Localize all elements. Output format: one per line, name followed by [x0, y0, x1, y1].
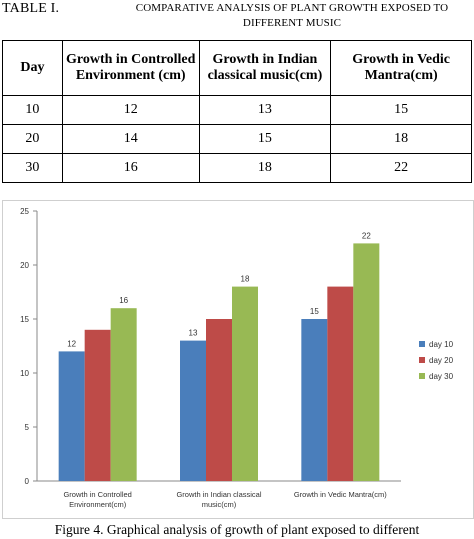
- y-tick-label: 25: [20, 207, 29, 216]
- header-controlled: Growth in Controlled Environment (cm): [61, 40, 200, 96]
- data-label: 15: [310, 307, 319, 316]
- table-cell: 13: [198, 95, 332, 125]
- bar: [58, 351, 85, 481]
- x-tick-label: Growth in Controlled: [63, 490, 131, 499]
- header-day: Day: [2, 40, 63, 96]
- table-caption: TABLE I. Comparative analysis of plant g…: [0, 0, 474, 38]
- table-cell: 18: [330, 124, 472, 154]
- legend-label: day 30: [429, 372, 454, 381]
- bar-chart: 0 5 10 15 20 25 12 13 15 16 18 22 Growth in Controll…: [20, 207, 454, 509]
- table-row: 10 12 13 15: [2, 95, 472, 125]
- legend-label: day 20: [429, 356, 454, 365]
- table-cell: 18: [198, 153, 332, 183]
- x-tick-label: music(cm): [202, 500, 237, 509]
- data-label: 12: [67, 339, 76, 348]
- table-cell: 10: [2, 95, 63, 125]
- data-label: 22: [362, 231, 371, 240]
- bar: [180, 340, 206, 481]
- data-label: 13: [189, 329, 198, 338]
- y-tick-label: 15: [20, 315, 29, 324]
- legend-swatch: [419, 341, 425, 347]
- table-cell: 12: [61, 95, 200, 125]
- header-indian-classical: Growth in Indian classical music(cm): [198, 40, 332, 96]
- table-label: TABLE I.: [2, 1, 60, 16]
- table-cell: 16: [61, 153, 200, 183]
- table-cell: 15: [330, 95, 472, 125]
- bar: [232, 286, 258, 481]
- bar: [301, 319, 328, 481]
- figure-caption: Figure 4. Graphical analysis of growth o…: [54, 522, 420, 537]
- bar: [327, 286, 354, 481]
- table-row: 20 14 15 18: [2, 124, 472, 154]
- table-cell: 15: [198, 124, 332, 154]
- bar: [110, 308, 137, 481]
- table-cell: 30: [2, 153, 63, 183]
- table-header-row: Day Growth in Controlled Environment (cm…: [2, 40, 472, 96]
- table-row: 30 16 18 22: [2, 153, 472, 183]
- bar: [353, 243, 380, 481]
- y-tick-label: 0: [25, 477, 30, 486]
- table-cell: 22: [330, 153, 472, 183]
- chart-frame: 0 5 10 15 20 25 12 13 15 16 18 22 Growth in Controll…: [2, 200, 474, 519]
- bar: [84, 329, 111, 481]
- legend-swatch: [419, 357, 425, 363]
- x-tick-label: Growth in Indian classical: [176, 490, 261, 499]
- table-title: Comparative analysis of plant growth exp…: [135, 2, 449, 29]
- table-cell: 14: [61, 124, 200, 154]
- legend-swatch: [419, 373, 425, 379]
- y-tick-label: 10: [20, 369, 29, 378]
- data-label: 18: [241, 275, 250, 284]
- header-vedic-mantra: Growth in Vedic Mantra(cm): [330, 40, 472, 96]
- y-tick-label: 5: [25, 423, 30, 432]
- legend-label: day 10: [429, 340, 454, 349]
- table-cell: 20: [2, 124, 63, 154]
- data-label: 16: [119, 296, 128, 305]
- x-tick-label: Growth in Vedic Mantra(cm): [294, 490, 387, 499]
- y-tick-label: 20: [20, 261, 29, 270]
- x-tick-label: Environment(cm): [69, 500, 127, 509]
- growth-table: Day Growth in Controlled Environment (cm…: [2, 40, 472, 183]
- bar: [206, 319, 232, 481]
